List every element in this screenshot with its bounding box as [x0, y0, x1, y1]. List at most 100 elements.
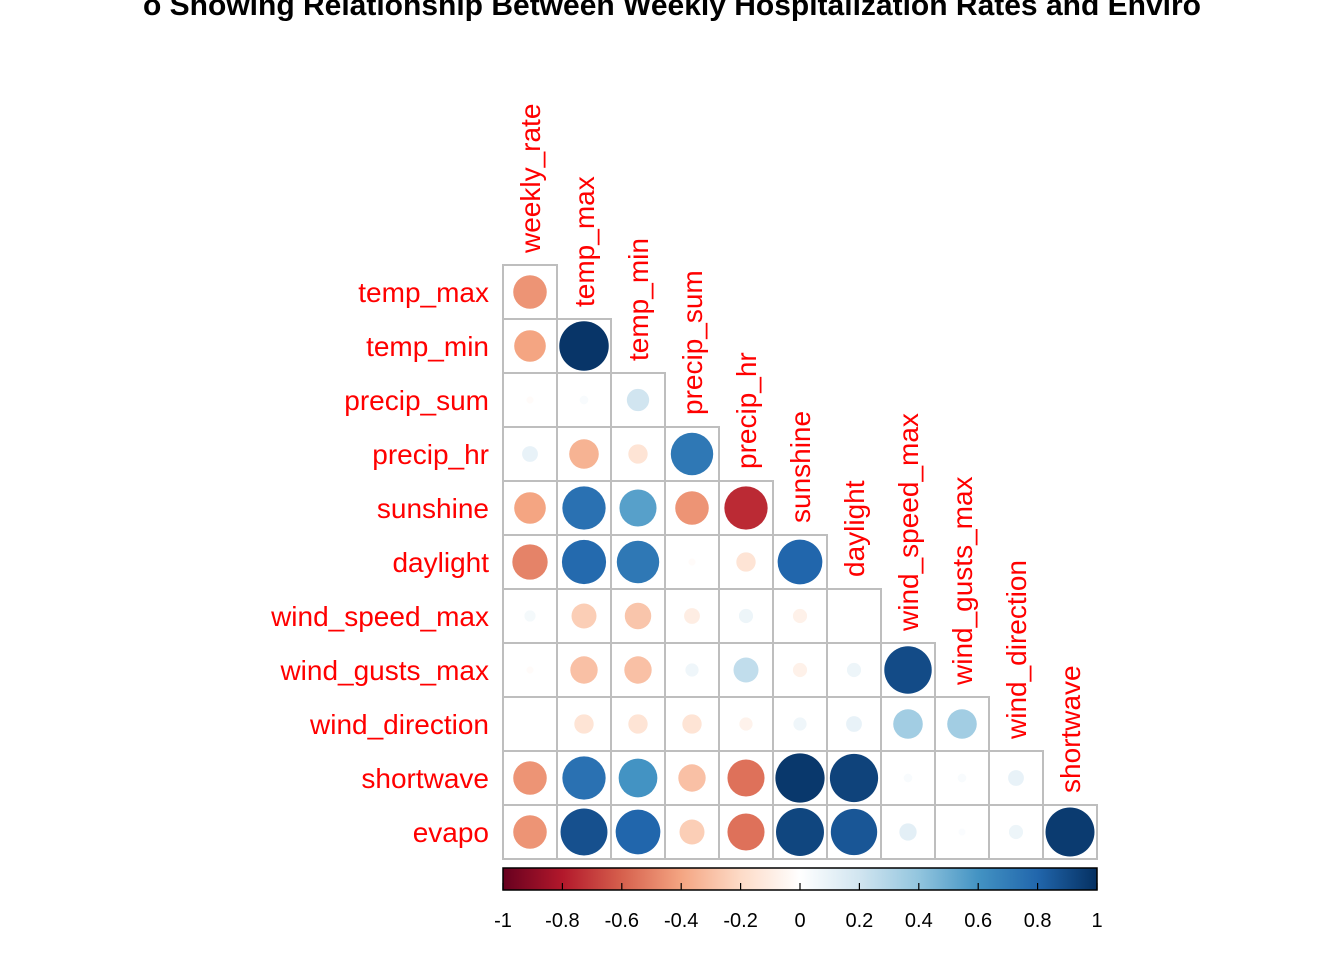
circle-evapo-daylight — [830, 808, 878, 856]
circle-daylight-weekly-rate — [512, 544, 548, 580]
circle-wind-direction-precip-sum — [682, 714, 702, 734]
circle-temp-min-weekly-rate — [514, 330, 546, 362]
cell-wind-direction-weekly-rate — [502, 696, 558, 752]
row-label-wind-gusts-max: wind_gusts_max — [279, 655, 489, 686]
circle-wind-gusts-max-weekly-rate — [526, 666, 534, 674]
circle-evapo-weekly-rate — [513, 815, 547, 849]
circle-wind-direction-temp-min — [628, 714, 648, 734]
circle-sunshine-temp-max — [562, 486, 606, 530]
circle-sunshine-weekly-rate — [514, 492, 546, 524]
circle-wind-speed-max-sunshine — [792, 608, 808, 624]
circle-evapo-sunshine — [776, 808, 824, 856]
circle-evapo-wind-speed-max — [899, 823, 917, 841]
column-label-precip-hr: precip_hr — [731, 352, 762, 469]
circle-daylight-precip-hr — [736, 552, 756, 572]
circle-wind-direction-wind-gusts-max — [947, 709, 977, 739]
row-label-precip-hr: precip_hr — [372, 439, 489, 470]
chart-title: o Showing Relationship Between Weekly Ho… — [143, 0, 1201, 22]
circle-shortwave-weekly-rate — [513, 761, 547, 795]
circle-wind-direction-temp-max — [574, 714, 594, 734]
cell-wind-gusts-max-sunshine — [772, 642, 828, 698]
row-label-sunshine: sunshine — [377, 493, 489, 524]
circle-evapo-precip-sum — [679, 819, 705, 845]
circle-sunshine-precip-hr — [724, 486, 768, 530]
circle-daylight-precip-sum — [688, 558, 696, 566]
row-label-wind-speed-max: wind_speed_max — [270, 601, 489, 632]
circle-wind-gusts-max-temp-max — [570, 656, 598, 684]
circle-wind-speed-max-precip-sum — [684, 608, 700, 624]
circle-wind-speed-max-precip-hr — [738, 608, 754, 624]
circle-shortwave-precip-hr — [727, 759, 765, 797]
circle-precip-hr-precip-sum — [670, 432, 714, 476]
circle-shortwave-wind-speed-max — [903, 773, 913, 783]
circle-precip-hr-temp-min — [628, 444, 648, 464]
row-labels: temp_max temp_min precip_sum precip_hrsunsh… — [270, 277, 489, 848]
circle-wind-speed-max-weekly-rate — [524, 610, 536, 622]
column-label-wind-speed-max: wind_speed_max — [893, 413, 924, 632]
column-label-shortwave: shortwave — [1055, 665, 1086, 793]
circle-shortwave-daylight — [829, 753, 879, 803]
cell-wind-speed-max-precip-sum — [664, 588, 720, 644]
legend-tick-label: 0 — [794, 910, 805, 932]
circle-precip-hr-weekly-rate — [522, 446, 538, 462]
circle-wind-gusts-max-daylight — [846, 662, 862, 678]
circle-wind-direction-precip-hr — [739, 717, 753, 731]
circle-precip-hr-temp-max — [569, 439, 599, 469]
circle-wind-gusts-max-temp-min — [624, 656, 652, 684]
correlation-grid — [502, 264, 1098, 860]
circle-daylight-temp-max — [561, 539, 607, 585]
row-label-temp-max: temp_max — [358, 277, 489, 308]
circle-evapo-shortwave — [1045, 807, 1095, 857]
legend-tick-label: -0.2 — [723, 910, 757, 932]
circle-wind-gusts-max-wind-speed-max — [884, 646, 932, 694]
circle-temp-max-weekly-rate — [513, 275, 547, 309]
circle-daylight-temp-min — [616, 540, 660, 584]
column-label-weekly-rate: weekly_rate — [515, 104, 546, 254]
color-legend: -1 -0.8 -0.6 -0.4 -0.2 0 0.2 0.4 0.6 0.8 1 — [494, 867, 1103, 932]
row-label-daylight: daylight — [392, 547, 489, 578]
column-label-daylight: daylight — [839, 480, 870, 577]
circle-evapo-wind-gusts-max — [958, 828, 966, 836]
column-label-wind-direction: wind_direction — [1001, 560, 1032, 740]
cell-wind-speed-max-daylight — [826, 588, 882, 644]
circle-precip-sum-weekly-rate — [526, 396, 534, 404]
circle-wind-gusts-max-precip-hr — [733, 657, 759, 683]
legend-tick-label: -0.4 — [664, 910, 698, 932]
circle-evapo-temp-min — [615, 809, 661, 855]
circle-evapo-wind-direction — [1008, 824, 1024, 840]
legend-tick-label: 0.4 — [905, 910, 933, 932]
column-label-precip-sum: precip_sum — [677, 270, 708, 415]
circle-precip-sum-temp-max — [579, 395, 589, 405]
row-label-precip-sum: precip_sum — [344, 385, 489, 416]
legend-tick-label: 0.6 — [964, 910, 992, 932]
circle-evapo-temp-max — [560, 808, 608, 856]
legend-tick-label: -0.6 — [605, 910, 639, 932]
column-label-wind-gusts-max: wind_gusts_max — [947, 476, 978, 686]
row-label-shortwave: shortwave — [361, 763, 489, 794]
row-label-wind-direction: wind_direction — [309, 709, 489, 740]
row-label-temp-min: temp_min — [366, 331, 489, 362]
circle-shortwave-wind-gusts-max — [957, 773, 967, 783]
circle-evapo-precip-hr — [727, 813, 765, 851]
circle-shortwave-sunshine — [775, 753, 825, 803]
legend-tick-label: 0.8 — [1024, 910, 1052, 932]
legend-tick-label: 0.2 — [845, 910, 873, 932]
legend-tick-label: -0.8 — [545, 910, 579, 932]
circle-temp-min-temp-max — [559, 321, 609, 371]
circle-wind-speed-max-temp-min — [624, 602, 652, 630]
circle-shortwave-temp-max — [562, 756, 606, 800]
circle-wind-speed-max-temp-max — [571, 603, 597, 629]
circle-precip-sum-temp-min — [626, 388, 650, 412]
circle-wind-gusts-max-sunshine — [792, 662, 808, 678]
circle-wind-gusts-max-precip-sum — [685, 663, 699, 677]
circle-shortwave-wind-direction — [1008, 770, 1024, 786]
circle-shortwave-temp-min — [618, 758, 658, 798]
column-label-temp-min: temp_min — [623, 238, 654, 361]
circle-wind-direction-wind-speed-max — [893, 709, 923, 739]
circle-shortwave-precip-sum — [678, 764, 706, 792]
circle-sunshine-temp-min — [619, 489, 657, 527]
column-label-temp-max: temp_max — [569, 176, 600, 307]
circle-daylight-sunshine — [777, 539, 823, 585]
